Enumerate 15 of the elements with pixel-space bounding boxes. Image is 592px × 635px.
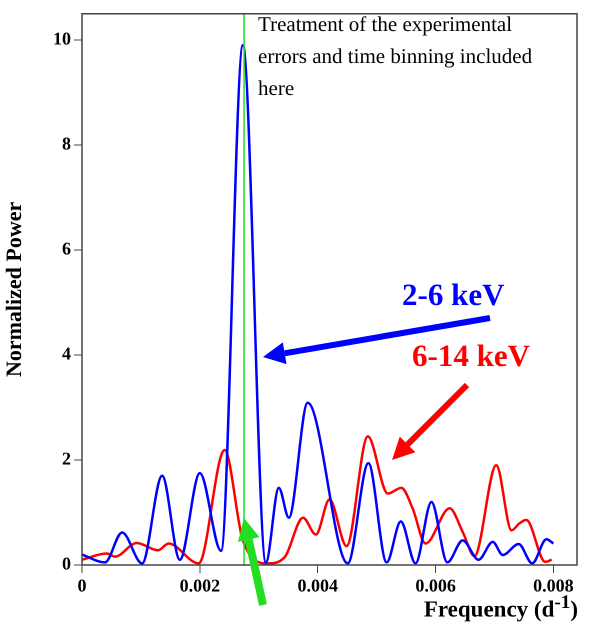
y-tick-label: 6 xyxy=(62,238,71,259)
text: 2-6 keV xyxy=(402,277,504,313)
x-tick-label: 0.002 xyxy=(180,575,220,596)
y-axis-title: Normalized Power xyxy=(0,202,26,378)
x-tick-label: 0 xyxy=(78,575,86,596)
y-tick-label: 0 xyxy=(62,554,71,574)
annotation: Treatment of the experimental errors and time binning included here xyxy=(258,11,534,102)
line-series xyxy=(82,44,555,565)
y-tick-label: 2 xyxy=(62,448,71,469)
y-tick-label: 4 xyxy=(62,344,71,364)
x-tick-label: 0.004 xyxy=(297,575,338,596)
y-tick-label: 10 xyxy=(53,28,71,49)
y-tick-label: 8 xyxy=(62,134,71,154)
text: 6-14 keV xyxy=(412,338,530,374)
line-series xyxy=(82,435,553,565)
